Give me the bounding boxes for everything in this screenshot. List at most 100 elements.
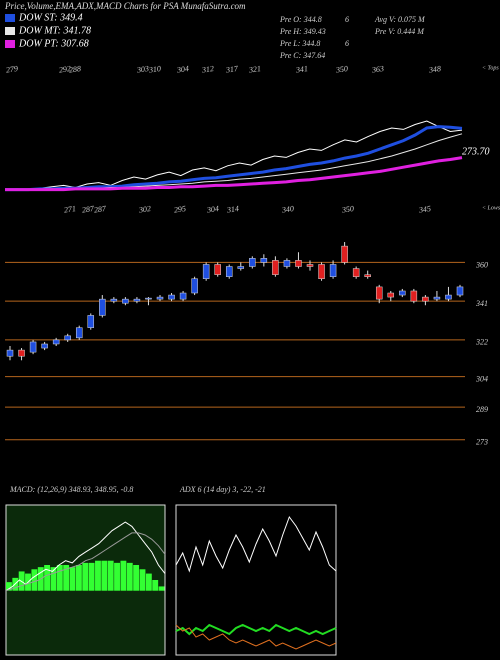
histogram-bar [63,565,70,591]
histogram-bar [139,569,146,591]
histogram-bar [44,565,51,591]
legend-entry: DOW ST: 349.4 [18,12,83,23]
candle-body [52,339,60,345]
panel-title: MACD: (12,26,9) 348.93, 348.95, -0.8 [9,485,133,494]
stat: Pre H: 349.43 [279,27,326,36]
top-label: 340 [280,204,294,215]
annotation: 273.70 [462,146,490,157]
legend-swatch [5,40,15,48]
candle-body [122,298,129,304]
candle-body [168,294,175,300]
top-label: 350 [340,204,354,215]
legend-entry: DOW MT: 341.78 [18,25,91,36]
candle-body [399,290,406,296]
histogram-bar [101,560,108,591]
candle-body [329,264,337,277]
candle-body [191,278,198,294]
candle-body [249,258,256,267]
top-label: 295 [173,204,186,215]
side-label: < Lows [482,205,500,211]
candle-body [179,292,187,300]
candle-body [410,290,418,302]
histogram-bar [133,565,140,591]
y-tick-label: 289 [476,405,488,414]
candle-body [318,264,325,279]
series-line [5,133,463,191]
legend-entry: DOW PT: 307.68 [18,38,89,49]
top-label: 363 [370,64,384,75]
candle-body [295,260,302,267]
candle-body [341,245,348,263]
series-line [4,120,463,191]
stat: Pre C: 347.64 [279,51,325,60]
series-line [175,515,337,573]
candle-body [99,298,106,316]
candle-body [6,349,14,357]
candle-body [110,298,118,302]
top-label: 271 [63,204,76,215]
candle-body [202,264,210,279]
candle-body [225,266,233,277]
stat: 6 [345,39,349,48]
top-label: 287 [81,204,95,215]
series-line [175,623,337,636]
histogram-bar [82,562,89,591]
y-tick-label: 360 [475,260,488,269]
candle-body [214,264,221,275]
stat: Pre V: 0.444 M [374,27,425,36]
y-tick-label: 304 [475,374,488,383]
candle-body [445,294,452,300]
histogram-bar [88,562,95,591]
candle-body [433,296,441,300]
top-label: 304 [175,64,189,75]
top-label: 314 [225,204,239,215]
candle-body [260,258,268,263]
histogram-bar [114,562,120,591]
histogram-bar [69,567,76,591]
histogram-bar [6,582,12,591]
histogram-bar [31,569,38,591]
histogram-bar [95,560,101,591]
series-line [175,624,337,650]
candle-body [352,268,360,277]
stat: 6 [345,15,349,24]
top-label: 288 [68,64,81,75]
candle-body [64,335,71,341]
histogram-bar [75,565,82,591]
candle-body [145,297,152,300]
top-label: 317 [224,64,239,75]
histogram-bar [50,567,57,591]
top-label: 302 [137,204,151,215]
histogram-bar [158,586,165,591]
y-tick-label: 341 [475,299,488,308]
top-label: 303 [135,64,149,75]
candle-body [272,260,279,275]
top-label: 279 [5,64,18,75]
candle-body [87,315,95,328]
histogram-bar [145,573,152,591]
candle-body [364,274,371,277]
top-label: 345 [417,204,431,215]
candle-body [75,327,83,339]
series-line [5,532,166,592]
panel-title: ADX 6 (14 day) 3, -22, -21 [179,485,266,494]
candle-body [306,264,314,267]
histogram-bar [152,580,159,591]
top-label: 321 [247,64,261,75]
top-label: 304 [205,204,219,215]
histogram-bar [120,560,127,591]
candle-body [456,286,464,296]
legend-swatch [5,27,15,35]
candle-body [156,296,164,300]
histogram-bar [126,562,133,591]
top-label: 287 [93,204,107,215]
series-line [5,521,166,592]
stat: Avg V: 0.075 M [374,15,426,24]
candle-body [375,286,383,300]
top-label: 348 [427,64,441,75]
stat: Pre O: 344.8 [279,15,322,24]
top-label: 310 [147,64,161,75]
candle-body [387,292,395,298]
candle-body [29,341,37,353]
